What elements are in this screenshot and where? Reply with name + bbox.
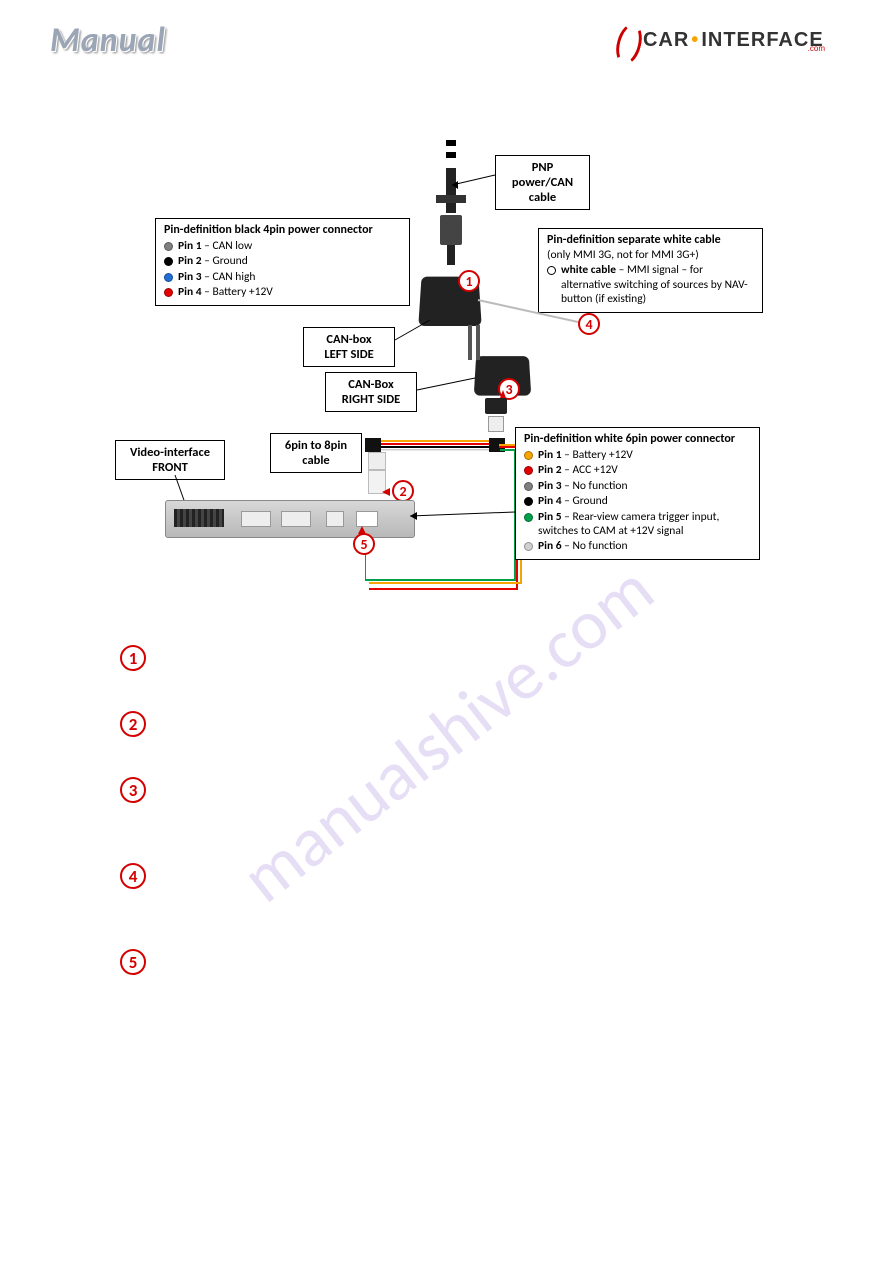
page-header: Manual CAR • INTERFACE .com — [0, 20, 893, 61]
step-item: 4 — [120, 863, 146, 889]
pin-row: Pin 4 – Ground — [524, 494, 751, 508]
white-plug-icon — [368, 470, 386, 494]
pin-row: Pin 2 – ACC +12V — [524, 463, 751, 477]
pin-dot-icon — [524, 542, 533, 551]
video-interface-icon — [165, 500, 415, 538]
pin-dot-icon — [164, 273, 173, 282]
pin-row: Pin 6 – No function — [524, 539, 751, 553]
pin-text: Pin 3 – CAN high — [178, 270, 255, 284]
label-pnp-cable: PNP power/CAN cable — [495, 155, 590, 210]
port-icon — [241, 511, 271, 527]
port-icon — [326, 511, 344, 527]
pin-row: Pin 5 – Rear-view camera trigger input, … — [524, 510, 751, 539]
step-item: 5 — [120, 949, 146, 975]
steps-list: 1 2 3 4 5 — [120, 645, 146, 1015]
pin-text: Pin 2 – Ground — [178, 254, 248, 268]
pin-text: Pin 4 – Battery +12V — [178, 285, 273, 299]
leader-line-icon — [452, 175, 497, 195]
pin-text: Pin 5 – Rear-view camera trigger input, … — [538, 510, 751, 539]
pin-dot-icon — [547, 266, 556, 275]
cable-stub-icon — [447, 245, 455, 265]
step-number-2: 2 — [120, 711, 146, 737]
step-number-1: 1 — [120, 645, 146, 671]
diagram-step-5: 5 — [353, 533, 375, 555]
pin-text: Pin 3 – No function — [538, 479, 628, 493]
diagram-step-4: 4 — [578, 313, 600, 335]
step-number-4: 4 — [120, 863, 146, 889]
leader-line-icon — [417, 378, 477, 393]
step-item: 1 — [120, 645, 146, 671]
box-white-6pin: Pin-definition white 6pin power connecto… — [515, 427, 760, 560]
whitecable-bold: white cable — [561, 263, 616, 277]
pin-row: Pin 4 – Battery +12V — [164, 285, 401, 299]
pin-dot-icon — [524, 482, 533, 491]
label-6to8-text: 6pin to 8pin cable — [285, 438, 347, 468]
label-canbox-left: CAN-box LEFT SIDE — [303, 327, 395, 367]
step-number-3: 3 — [120, 777, 146, 803]
pin-dot-icon — [164, 288, 173, 297]
manual-title: Manual — [50, 20, 166, 61]
label-vif-text: Video-interface FRONT — [130, 445, 210, 475]
box-white6-title: Pin-definition white 6pin power connecto… — [524, 432, 751, 447]
label-canbox-right-text: CAN-Box RIGHT SIDE — [342, 377, 400, 407]
pnp-cable-dashes-icon — [446, 140, 456, 160]
label-6to8-cable: 6pin to 8pin cable — [270, 433, 362, 473]
pin-dot-icon — [164, 257, 173, 266]
logo-dot-icon: • — [691, 29, 699, 52]
wiring-diagram: PNP power/CAN cable Pin-definition black… — [100, 140, 800, 610]
pin-row: Pin 1 – CAN low — [164, 239, 401, 253]
pin-text: Pin 2 – ACC +12V — [538, 463, 618, 477]
pnp-cable-icon — [446, 168, 456, 213]
ferrite-icon — [436, 195, 466, 203]
label-canbox-right: CAN-Box RIGHT SIDE — [325, 372, 417, 412]
diagram-step-2: 2 — [392, 480, 414, 502]
logo-swoosh-icon — [611, 21, 641, 61]
white-plug-icon — [368, 452, 386, 470]
pin-dot-icon — [524, 513, 533, 522]
pin-dot-icon — [164, 242, 173, 251]
step-item: 2 — [120, 711, 146, 737]
step-item: 3 — [120, 777, 146, 803]
molex-icon — [485, 398, 507, 432]
box-black-4pin: Pin-definition black 4pin power connecto… — [155, 218, 410, 306]
can-plug-icon — [440, 215, 462, 245]
box-black4-title: Pin-definition black 4pin power connecto… — [164, 223, 401, 238]
pin-row: Pin 1 – Battery +12V — [524, 448, 751, 462]
diagram-step-3: 3 — [498, 378, 520, 400]
pin-row: Pin 3 – CAN high — [164, 270, 401, 284]
port-icon — [356, 511, 378, 527]
interconnect-icon — [460, 325, 490, 360]
pin-dot-icon — [524, 451, 533, 460]
logo-subtext: .com — [808, 44, 825, 53]
brand-logo: CAR • INTERFACE .com — [611, 21, 843, 61]
pin-text: Pin 4 – Ground — [538, 494, 608, 508]
step-number-5: 5 — [120, 949, 146, 975]
box-whitecable-title: Pin-definition separate white cable — [547, 233, 754, 248]
whitecable-pin: white cable – MMI signal – for alternati… — [547, 263, 754, 306]
logo-text-interface: INTERFACE — [701, 29, 823, 52]
pin-text: Pin 6 – No function — [538, 539, 628, 553]
pin-row: Pin 3 – No function — [524, 479, 751, 493]
whitecable-note: (only MMI 3G, not for MMI 3G+) — [547, 248, 754, 262]
diagram-step-1: 1 — [458, 270, 480, 292]
whitecable-desc: white cable – MMI signal – for alternati… — [561, 263, 754, 306]
pin-text: Pin 1 – Battery +12V — [538, 448, 633, 462]
port-icon — [281, 511, 311, 527]
box-white-cable: Pin-definition separate white cable (onl… — [538, 228, 763, 313]
logo-text-car: CAR — [643, 29, 689, 52]
pin-text: Pin 1 – CAN low — [178, 239, 252, 253]
pin-dot-icon — [524, 466, 533, 475]
pin-row: Pin 2 – Ground — [164, 254, 401, 268]
label-canbox-left-text: CAN-box LEFT SIDE — [324, 332, 373, 362]
label pnpందుe-text: PNP power/CAN cable — [512, 160, 573, 205]
label-video-interface: Video-interface FRONT — [115, 440, 225, 480]
pin-dot-icon — [524, 497, 533, 506]
